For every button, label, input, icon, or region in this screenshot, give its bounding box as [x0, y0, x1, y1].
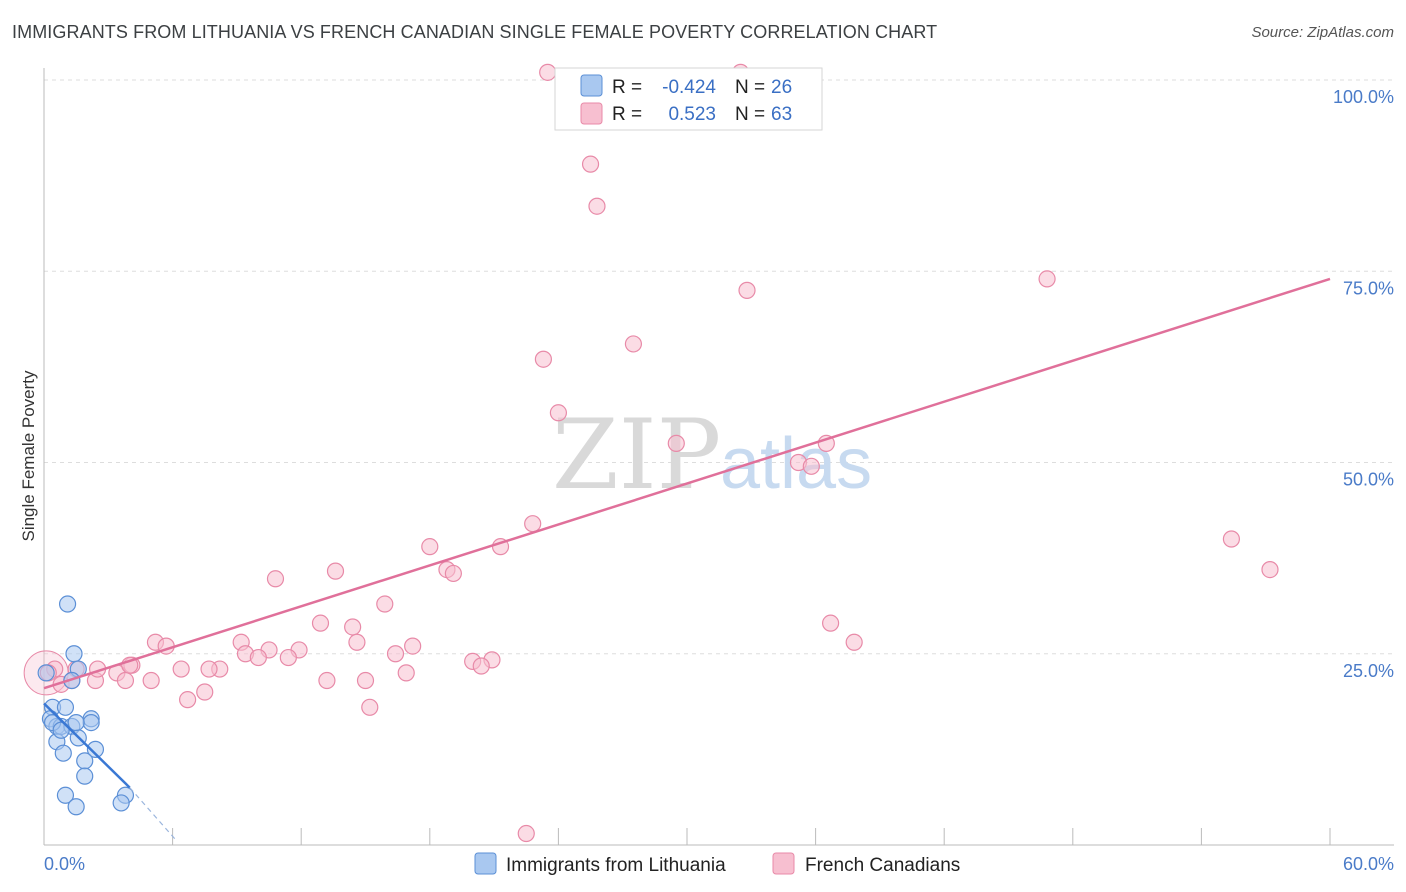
legend-r-value-pink: 0.523 — [668, 104, 716, 125]
legend-swatch-blue — [580, 74, 603, 97]
data-point-french-canadians — [444, 564, 462, 583]
data-point-lithuania — [52, 721, 70, 739]
data-point-french-canadians — [667, 434, 685, 452]
data-point-french-canadians — [311, 614, 330, 632]
data-point-french-canadians — [581, 155, 600, 173]
legend-n-value-pink: 63 — [771, 104, 792, 125]
gridlines — [44, 79, 1394, 655]
data-point-french-canadians — [179, 691, 197, 709]
data-point-french-canadians — [517, 824, 535, 843]
data-point-french-canadians — [738, 281, 756, 299]
data-point-french-canadians — [421, 538, 439, 556]
data-point-lithuania — [76, 752, 94, 770]
data-point-french-canadians — [318, 671, 336, 690]
data-point-french-canadians — [386, 645, 405, 663]
data-point-french-canadians — [326, 562, 345, 580]
data-point-french-canadians — [539, 63, 557, 81]
data-point-french-canadians — [361, 698, 379, 716]
data-point-french-canadians — [549, 404, 568, 422]
legend-r-value-blue: -0.424 — [662, 77, 716, 98]
data-point-french-canadians — [344, 618, 362, 636]
y-tick-label: 50.0% — [1343, 470, 1394, 490]
series-legend: Immigrants from Lithuania French Canadia… — [474, 852, 960, 876]
data-point-french-canadians — [1038, 270, 1056, 288]
legend-swatch-pink — [580, 102, 603, 125]
data-point-french-canadians — [348, 633, 366, 651]
data-point-french-canadians — [404, 637, 422, 655]
data-point-lithuania — [56, 786, 75, 804]
data-point-lithuania — [54, 744, 72, 762]
legend-r-label-pink: R = — [612, 104, 642, 125]
data-point-lithuania — [58, 595, 77, 613]
legend-n-label-blue: N = — [735, 77, 765, 98]
data-point-french-canadians — [472, 657, 490, 675]
data-point-lithuania — [67, 713, 85, 732]
bottom-legend-label-lithuania: Immigrants from Lithuania — [506, 855, 726, 876]
bottom-legend-swatch-blue — [474, 852, 497, 875]
y-tick-label: 100.0% — [1333, 87, 1394, 107]
data-point-french-canadians — [534, 350, 552, 368]
correlation-legend: R = -0.424 N = 26 R = 0.523 N = 63 — [554, 67, 823, 131]
data-point-french-canadians — [1222, 530, 1241, 548]
legend-n-value-blue: 26 — [771, 77, 792, 98]
data-point-french-canadians — [266, 570, 285, 588]
data-point-lithuania — [67, 798, 85, 816]
data-point-french-canadians — [142, 671, 160, 690]
data-point-lithuania — [82, 713, 100, 732]
data-point-french-canadians — [802, 457, 820, 475]
bottom-legend-label-french-canadians: French Canadians — [805, 855, 960, 876]
data-point-french-canadians — [822, 614, 840, 632]
data-point-lithuania — [76, 767, 94, 785]
trend-line-french-canadians — [43, 277, 1331, 690]
data-point-french-canadians — [524, 515, 542, 533]
watermark-zip: ZIP — [552, 399, 721, 511]
data-point-french-canadians — [376, 595, 394, 613]
data-point-lithuania — [86, 740, 105, 758]
trend-line-lithuania — [43, 702, 131, 789]
data-point-french-canadians — [845, 633, 863, 651]
x-tick-label-min: 0.0% — [44, 854, 85, 874]
series-lithuania — [37, 595, 135, 816]
x-tick-label-max: 60.0% — [1343, 854, 1394, 874]
data-point-french-canadians — [279, 648, 297, 667]
y-tick-label: 25.0% — [1343, 661, 1394, 681]
data-point-french-canadians — [1261, 560, 1279, 579]
y-axis-label: Single Female Poverty — [19, 370, 38, 542]
legend-n-label-pink: N = — [735, 104, 765, 125]
data-point-lithuania — [56, 698, 75, 716]
bottom-legend-swatch-pink — [772, 852, 795, 875]
data-point-french-canadians — [200, 660, 218, 678]
data-point-lithuania — [37, 664, 55, 682]
chart-title: IMMIGRANTS FROM LITHUANIA VS FRENCH CANA… — [12, 22, 938, 42]
data-point-french-canadians — [356, 671, 375, 690]
trend-lines — [43, 277, 1331, 842]
data-point-french-canadians — [249, 648, 267, 667]
data-point-french-canadians — [588, 197, 606, 215]
data-point-french-canadians — [624, 335, 643, 353]
data-point-lithuania — [112, 794, 130, 812]
y-tick-labels: 100.0% 75.0% 50.0% 25.0% — [1333, 87, 1394, 681]
source-label: Source: ZipAtlas.com — [1251, 24, 1394, 41]
data-point-french-canadians — [116, 671, 135, 690]
x-tick-marks — [43, 828, 1331, 845]
data-point-french-canadians — [172, 660, 190, 678]
legend-r-label-blue: R = — [612, 77, 642, 98]
trend-line-lithuania-extension — [129, 787, 178, 842]
data-point-lithuania — [65, 645, 83, 663]
data-point-french-canadians — [196, 683, 214, 701]
y-tick-label: 75.0% — [1343, 278, 1394, 298]
data-point-french-canadians — [397, 664, 415, 682]
